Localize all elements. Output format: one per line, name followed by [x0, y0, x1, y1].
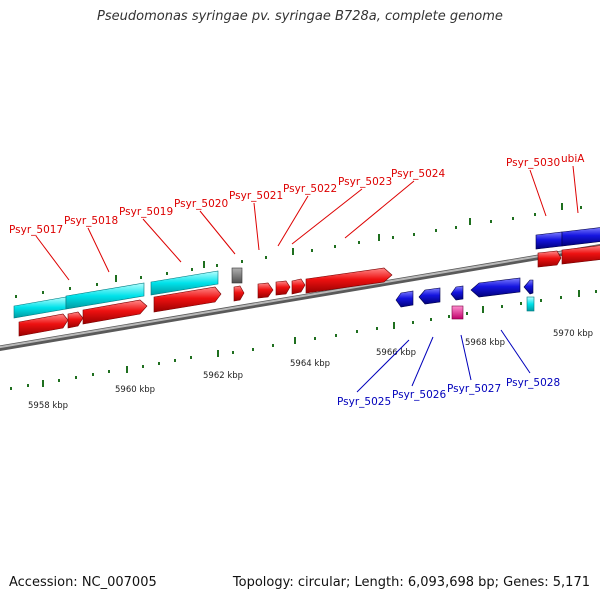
- gene-label-ubia[interactable]: ubiA: [561, 153, 585, 165]
- gene-label-psyr-5021[interactable]: Psyr_5021: [229, 190, 283, 202]
- feature-rna-2[interactable]: [65, 282, 145, 310]
- gene-label-psyr-5024[interactable]: Psyr_5024: [391, 168, 445, 180]
- feature-psyr-5020[interactable]: [231, 267, 243, 284]
- reverse-cds-track: [395, 277, 534, 308]
- feature-psyr-5019[interactable]: [153, 286, 222, 313]
- feature-ubia[interactable]: [561, 227, 600, 247]
- reverse-gene-labels: Psyr_5025 Psyr_5026 Psyr_5027 Psyr_5028: [337, 377, 560, 408]
- feature-psyr-5022b[interactable]: [275, 280, 291, 296]
- gene-label-psyr-5025[interactable]: Psyr_5025: [337, 396, 391, 408]
- gene-label-psyr-5030[interactable]: Psyr_5030: [506, 157, 560, 169]
- feature-psyr-5028[interactable]: [470, 277, 521, 298]
- scale-label-5958kbp: 5958 kbp: [28, 401, 68, 411]
- feature-psyr-5026[interactable]: [418, 287, 441, 305]
- gene-label-psyr-5028[interactable]: Psyr_5028: [506, 377, 560, 389]
- feature-rna-3[interactable]: [150, 270, 219, 296]
- feature-psyr-5018[interactable]: [82, 299, 148, 325]
- genome-backbone: [0, 244, 600, 351]
- forward-leader-lines: [35, 165, 579, 281]
- feature-psyr-5022[interactable]: [257, 282, 274, 299]
- gene-label-psyr-5022[interactable]: Psyr_5022: [283, 183, 337, 195]
- scale-label-5960kbp: 5960 kbp: [115, 385, 155, 395]
- feature-psyr-5021[interactable]: [233, 285, 245, 302]
- map-title: Pseudomonas syringae pv. syringae B728a,…: [97, 9, 503, 24]
- gene-label-psyr-5018[interactable]: Psyr_5018: [64, 215, 118, 227]
- forward-rna-track: [13, 270, 219, 319]
- feature-psyr-5027[interactable]: [450, 285, 464, 301]
- forward-gene-labels: Psyr_5017 Psyr_5018 Psyr_5019 Psyr_5020 …: [9, 153, 585, 236]
- gene-label-psyr-5026[interactable]: Psyr_5026: [392, 389, 446, 401]
- reverse-leader-lines: [356, 329, 531, 393]
- gene-label-psyr-5019[interactable]: Psyr_5019: [119, 206, 173, 218]
- outer-reverse-track: [535, 227, 600, 250]
- accession-text: Accession: NC_007005: [9, 575, 157, 590]
- scale-label-5968kbp: 5968 kbp: [465, 338, 505, 348]
- genome-summary-text: Topology: circular; Length: 6,093,698 bp…: [232, 575, 590, 590]
- inner-scale-ticks: [10, 290, 597, 390]
- scale-label-5964kbp: 5964 kbp: [290, 359, 330, 369]
- feature-psyr-5017[interactable]: [18, 313, 69, 337]
- forward-cds-track: [18, 245, 600, 337]
- gene-label-psyr-5017[interactable]: Psyr_5017: [9, 224, 63, 236]
- feature-reverse-rna[interactable]: [526, 296, 535, 312]
- gene-label-psyr-5023[interactable]: Psyr_5023: [338, 176, 392, 188]
- feature-psyr-5024[interactable]: [305, 267, 393, 294]
- scale-label-5962kbp: 5962 kbp: [203, 371, 243, 381]
- feature-psyr-5029[interactable]: [523, 279, 534, 295]
- gene-label-psyr-5027[interactable]: Psyr_5027: [447, 383, 501, 395]
- feature-psyr-5017b[interactable]: [67, 311, 84, 329]
- feature-psyr-5030[interactable]: [535, 231, 563, 250]
- feature-psyr-5030-fwd[interactable]: [537, 250, 562, 268]
- feature-psyr-5027-rna[interactable]: [451, 305, 464, 320]
- scale-label-5970kbp: 5970 kbp: [553, 329, 593, 339]
- outer-scale-ticks: [15, 203, 582, 298]
- feature-ubia-fwd[interactable]: [561, 245, 600, 265]
- feature-psyr-5023[interactable]: [291, 278, 306, 295]
- feature-psyr-5025[interactable]: [395, 290, 414, 308]
- gene-label-psyr-5020[interactable]: Psyr_5020: [174, 198, 228, 210]
